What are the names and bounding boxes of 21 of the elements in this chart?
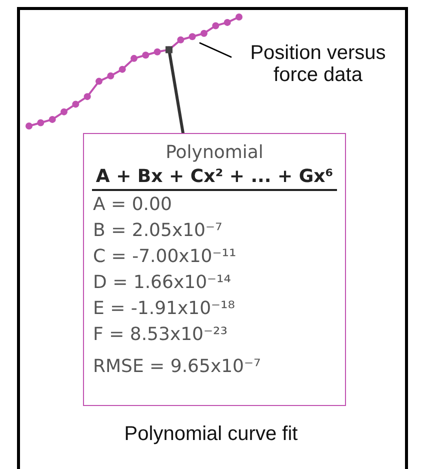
point xyxy=(26,122,32,130)
point xyxy=(224,18,231,26)
point xyxy=(48,116,56,123)
point xyxy=(130,54,138,62)
point xyxy=(60,108,68,116)
point xyxy=(72,100,80,108)
point xyxy=(236,14,242,20)
point xyxy=(37,119,44,126)
point xyxy=(107,72,114,80)
point xyxy=(118,66,126,73)
point xyxy=(84,93,91,100)
point xyxy=(212,22,220,30)
point xyxy=(154,48,161,56)
text: Position versus force data xyxy=(249,42,387,86)
point xyxy=(188,33,196,40)
point xyxy=(142,52,150,59)
text: Polynomial curve fit xyxy=(124,423,298,445)
callout-box: Polynomial A + Bx + Cx² + ... + Gx⁶ A = 0.00 B = 2.05x10⁻⁷ C = -7.00x10⁻¹¹ D = 1.66x10⁻¹⁴ E = -1.91x10⁻¹⁸ F = 8.53x10⁻²³ RMSE = 9.65x10⁻⁷ xyxy=(83,133,346,406)
point xyxy=(177,36,184,44)
point xyxy=(96,78,102,85)
point xyxy=(200,30,208,37)
